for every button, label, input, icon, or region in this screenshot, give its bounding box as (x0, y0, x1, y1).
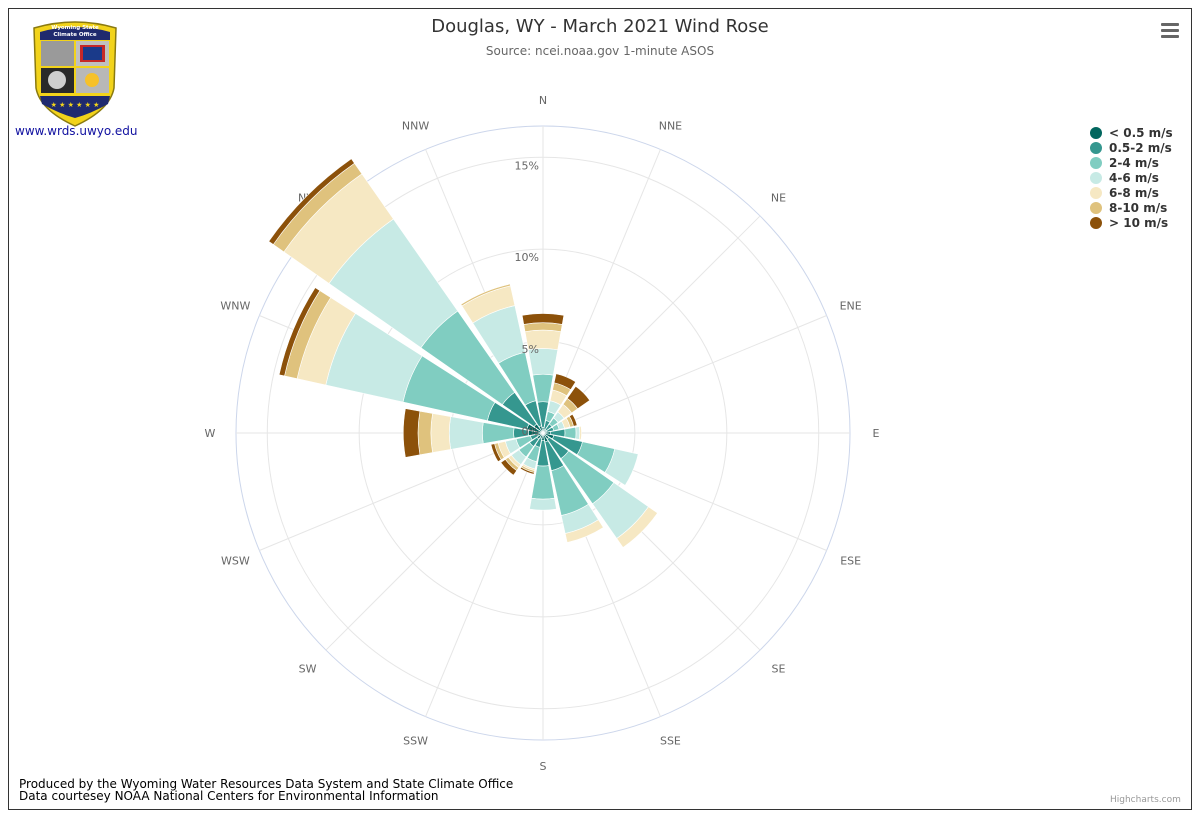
direction-label-ese: ESE (840, 554, 861, 567)
legend-swatch (1090, 201, 1102, 214)
direction-label-nne: NNE (659, 119, 682, 132)
wind-bar-sw-s6 (500, 458, 518, 476)
direction-label-ssw: SSW (403, 735, 428, 748)
direction-label-w: W (205, 427, 216, 440)
chart-title: Douglas, WY - March 2021 Wind Rose (431, 16, 769, 37)
legend-label: > 10 m/s (1109, 215, 1169, 230)
legend-label: 6-8 m/s (1109, 185, 1159, 200)
footer-notes: Produced by the Wyoming Water Resources … (19, 778, 513, 802)
direction-label-s: S (540, 760, 547, 773)
legend-swatch (1090, 186, 1102, 199)
legend-item[interactable]: 0.5-2 m/s (1090, 140, 1173, 155)
wind-bar-nne-s6 (553, 373, 577, 391)
direction-label-ne: NE (771, 192, 786, 205)
wind-bar-w-s4 (430, 413, 452, 453)
wind-bar-w-s6 (403, 408, 421, 458)
radial-tick-label: 15% (515, 159, 539, 172)
legend-item[interactable]: 8-10 m/s (1090, 200, 1173, 215)
highcharts-credits[interactable]: Highcharts.com (1110, 795, 1181, 805)
wind-bar-n-s5 (523, 322, 563, 332)
wind-bar-w-s3 (449, 416, 484, 450)
wind-bar-wnw-s6 (278, 287, 321, 377)
legend-swatch (1090, 171, 1102, 184)
direction-label-sw: SW (299, 662, 317, 675)
chart-legend: < 0.5 m/s 0.5-2 m/s 2-4 m/s 4-6 m/s 6-8 m/s 8… (1090, 125, 1173, 230)
wind-bar-s-s3 (529, 497, 557, 511)
menu-bar (1161, 29, 1179, 32)
climate-office-logo: Wyoming State Climate Office ★ ★ ★ ★ ★ ★ (33, 21, 117, 127)
wind-bar-wsw-s6 (490, 443, 502, 463)
legend-swatch (1090, 156, 1102, 169)
footer-line-1: Produced by the Wyoming Water Resources … (19, 777, 514, 791)
direction-label-wnw: WNW (220, 300, 250, 313)
wind-bar-ene-s6 (568, 413, 578, 427)
svg-text:★ ★ ★ ★ ★ ★: ★ ★ ★ ★ ★ ★ (51, 101, 100, 109)
radial-tick-label: 5% (522, 343, 539, 356)
wind-bar-sse-s4 (564, 519, 604, 543)
legend-item[interactable]: 6-8 m/s (1090, 185, 1173, 200)
legend-label: < 0.5 m/s (1109, 125, 1173, 140)
direction-spoke (425, 432, 544, 717)
wind-bar-nnw-s5 (460, 283, 511, 307)
wind-bar-e-s4 (578, 425, 582, 441)
legend-label: 0.5-2 m/s (1109, 140, 1172, 155)
direction-label-ene: ENE (840, 300, 862, 313)
wind-bar-ese-s3 (604, 448, 639, 486)
radial-tick-label: 10% (515, 251, 539, 264)
direction-label-e: E (873, 427, 880, 440)
direction-label-se: SE (771, 662, 785, 675)
legend-item[interactable]: > 10 m/s (1090, 215, 1173, 230)
legend-item[interactable]: 4-6 m/s (1090, 170, 1173, 185)
wind-bar-e-s3 (575, 426, 581, 440)
direction-label-nnw: NNW (402, 119, 429, 132)
wind-bar-n-s2 (532, 373, 554, 403)
radial-tick-label-zero: 0% (522, 425, 539, 438)
chart-subtitle: Source: ncei.noaa.gov 1-minute ASOS (485, 44, 715, 58)
wind-bar-ne-s6 (566, 385, 591, 410)
wind-bar-n-s6 (521, 313, 565, 325)
direction-spoke (542, 315, 827, 434)
wind-bar-w-s5 (417, 410, 433, 456)
logo-text-line1: Wyoming State (51, 25, 99, 31)
legend-label: 2-4 m/s (1109, 155, 1159, 170)
legend-label: 8-10 m/s (1109, 200, 1168, 215)
hamburger-menu-icon[interactable] (1158, 20, 1182, 42)
wind-bar-e-s2 (564, 426, 577, 440)
wind-bar-nw-s6 (268, 158, 355, 245)
legend-swatch (1090, 141, 1102, 154)
legend-label: 4-6 m/s (1109, 170, 1159, 185)
direction-label-wsw: WSW (221, 554, 250, 567)
legend-item[interactable]: < 0.5 m/s (1090, 125, 1173, 140)
menu-bar (1161, 35, 1179, 38)
legend-item[interactable]: 2-4 m/s (1090, 155, 1173, 170)
menu-bar (1161, 23, 1179, 26)
direction-label-n: N (539, 94, 547, 107)
logo-text-line2: Climate Office (53, 32, 97, 38)
direction-label-sse: SSE (660, 735, 681, 748)
legend-swatch (1090, 216, 1102, 229)
wind-bar-se-s4 (616, 506, 658, 548)
wind-bar-ssw-s6 (519, 466, 535, 475)
footer-line-2: Data courtesey NOAA National Centers for… (19, 789, 439, 803)
logo-website-link[interactable]: www.wrds.uwyo.edu (15, 124, 138, 138)
legend-swatch (1090, 126, 1102, 139)
